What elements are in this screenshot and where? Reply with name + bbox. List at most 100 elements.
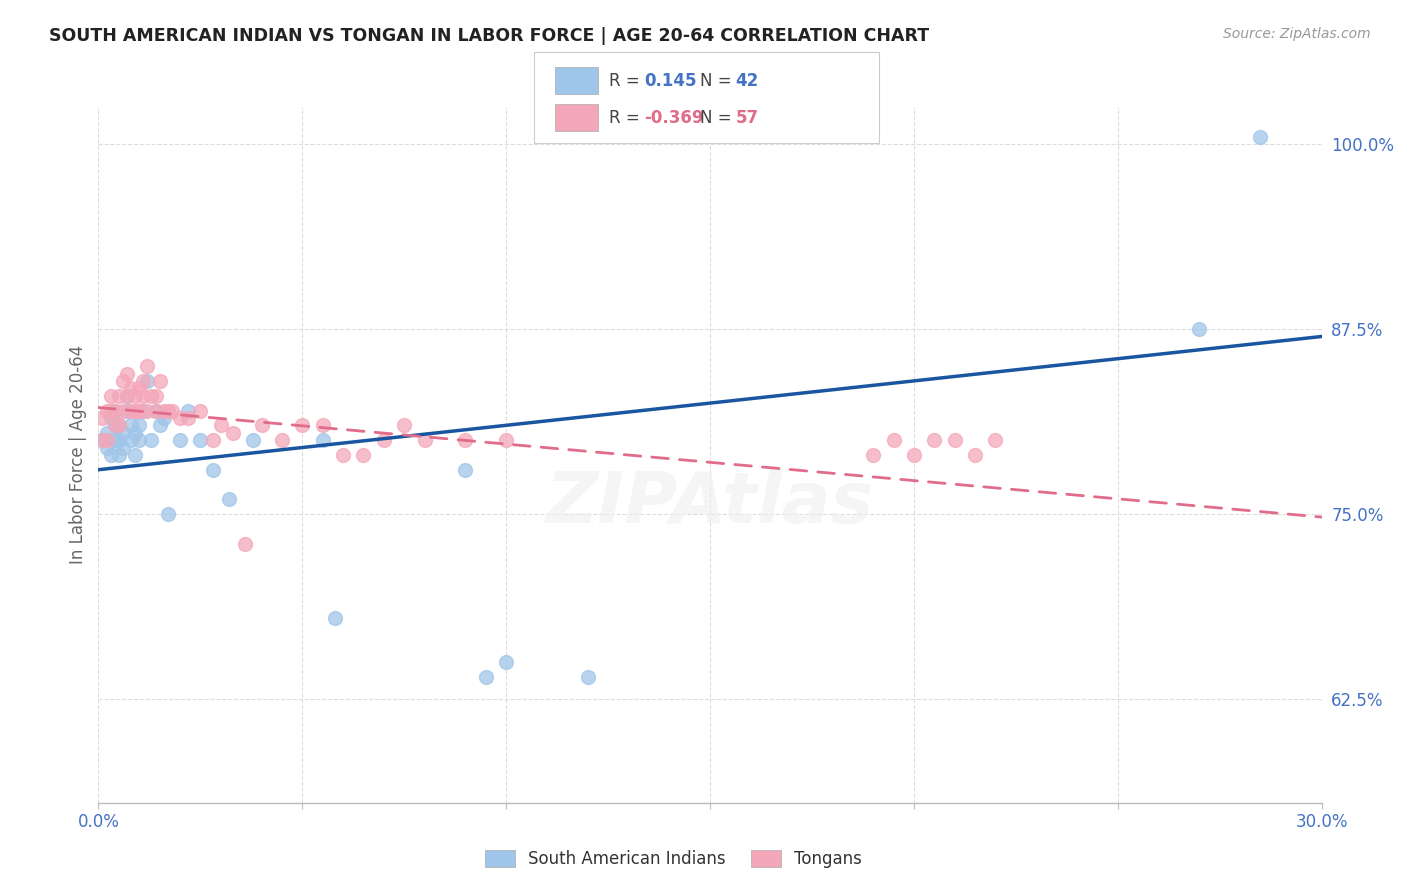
Point (903, 448, 925, 462)
Point (104, 418, 127, 433)
Point (352, 448, 374, 462)
Point (862, 448, 884, 462)
Text: 57: 57 (735, 109, 758, 127)
Point (124, 448, 146, 462)
Point (108, 448, 131, 462)
Point (91, 433, 114, 447)
Text: 42: 42 (735, 72, 759, 90)
Point (201, 463, 224, 477)
Point (169, 411, 191, 425)
Point (124, 403, 146, 417)
Point (209, 418, 232, 433)
Point (922, 433, 945, 447)
Point (132, 374, 155, 388)
Point (1249, 129, 1271, 144)
Point (332, 448, 354, 462)
Point (152, 411, 174, 425)
Point (984, 433, 1007, 447)
Point (104, 433, 127, 447)
Point (149, 418, 172, 433)
Point (250, 418, 273, 433)
Point (312, 433, 335, 447)
Point (188, 403, 212, 417)
Point (96, 441, 118, 455)
Point (222, 425, 245, 440)
Point (177, 411, 200, 425)
Point (96, 425, 118, 440)
Point (111, 425, 134, 440)
Text: -0.369: -0.369 (644, 109, 703, 127)
Point (100, 389, 122, 403)
Point (169, 433, 191, 447)
Point (1188, 322, 1211, 336)
Text: R =: R = (609, 109, 645, 127)
Point (454, 463, 477, 477)
Point (291, 418, 314, 433)
Point (413, 433, 436, 447)
Point (160, 403, 183, 417)
Point (576, 670, 599, 684)
Point (108, 418, 131, 433)
Point (120, 418, 142, 433)
Legend: South American Indians, Tongans: South American Indians, Tongans (478, 843, 869, 874)
Point (96, 433, 118, 447)
Point (177, 403, 200, 417)
Point (201, 433, 224, 447)
Point (128, 403, 150, 417)
Point (152, 403, 174, 417)
Point (136, 403, 159, 417)
Point (115, 389, 138, 403)
Text: Source: ZipAtlas.com: Source: ZipAtlas.com (1223, 27, 1371, 41)
Point (242, 433, 264, 447)
Text: R =: R = (609, 72, 645, 90)
Point (312, 418, 335, 433)
Point (156, 507, 179, 521)
Point (100, 403, 122, 417)
Point (104, 403, 127, 417)
Y-axis label: In Labor Force | Age 20-64: In Labor Force | Age 20-64 (69, 345, 87, 565)
Point (96, 403, 118, 417)
Point (136, 359, 159, 373)
Text: 0.145: 0.145 (644, 72, 696, 90)
Point (141, 389, 163, 403)
Point (120, 403, 142, 417)
Point (115, 389, 138, 403)
Point (141, 433, 163, 447)
Point (145, 389, 167, 403)
Point (233, 537, 256, 551)
Point (128, 433, 150, 447)
Text: SOUTH AMERICAN INDIAN VS TONGAN IN LABOR FORCE | AGE 20-64 CORRELATION CHART: SOUTH AMERICAN INDIAN VS TONGAN IN LABOR… (49, 27, 929, 45)
Point (128, 418, 150, 433)
Point (108, 389, 131, 403)
Point (111, 374, 134, 388)
Point (128, 403, 150, 417)
Point (124, 425, 146, 440)
Point (132, 389, 155, 403)
Point (91, 433, 114, 447)
Point (495, 655, 517, 669)
Point (124, 389, 146, 403)
Point (392, 418, 416, 433)
Point (100, 411, 122, 425)
Point (188, 433, 212, 447)
Point (495, 433, 517, 447)
Point (104, 418, 127, 433)
Point (91, 411, 114, 425)
Point (145, 403, 167, 417)
Point (115, 367, 138, 381)
Point (474, 670, 498, 684)
Point (145, 403, 167, 417)
Point (373, 433, 395, 447)
Point (218, 492, 240, 507)
Point (132, 403, 155, 417)
Point (149, 374, 172, 388)
Point (883, 433, 905, 447)
Point (111, 403, 134, 417)
Text: N =: N = (700, 109, 737, 127)
Text: N =: N = (700, 72, 737, 90)
Point (965, 448, 987, 462)
Point (136, 374, 159, 388)
Point (323, 611, 346, 625)
Point (115, 403, 138, 417)
Point (120, 381, 142, 395)
